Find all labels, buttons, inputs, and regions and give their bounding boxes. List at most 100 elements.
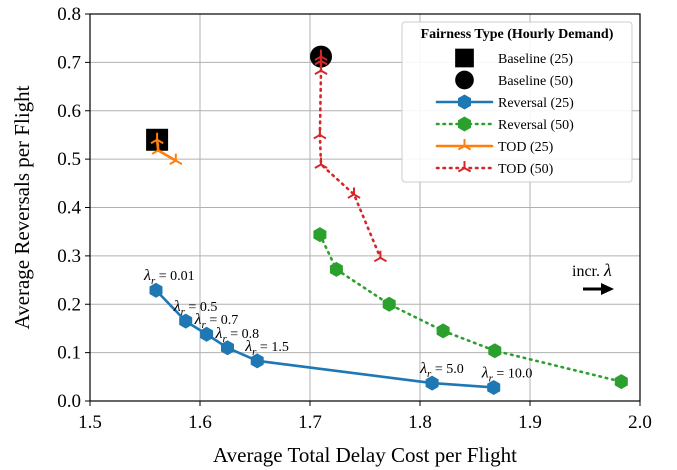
data-point <box>487 379 501 395</box>
y-tick-label: 0.7 <box>57 52 81 73</box>
y-tick-label: 0.5 <box>57 149 81 170</box>
lambda-annotation: λr = 0.7 <box>194 311 239 331</box>
legend-label: TOD (25) <box>498 140 554 155</box>
y-tick-label: 0.3 <box>57 246 81 267</box>
data-point <box>314 63 328 75</box>
lambda-subscript: r <box>489 372 494 384</box>
increase-arrow-head <box>601 283 614 295</box>
series-line <box>318 55 382 260</box>
series-tod-50 <box>313 49 387 263</box>
x-tick-label: 1.9 <box>518 412 542 433</box>
x-tick-label: 1.5 <box>78 412 102 433</box>
lambda-subscript: r <box>202 319 207 331</box>
legend-title: Fairness Type (Hourly Demand) <box>421 27 614 42</box>
lambda-value: 5.0 <box>446 362 464 377</box>
data-point <box>179 313 193 329</box>
data-point <box>314 53 328 66</box>
lambda-subscript: r <box>151 275 156 287</box>
data-point <box>313 227 327 243</box>
lambda-subscript: r <box>181 306 186 318</box>
lambda-value: 1.5 <box>271 340 289 355</box>
lambda-symbol: λ <box>173 298 181 315</box>
increase-lambda-note: incr. λ <box>572 260 614 295</box>
legend-label: Baseline (25) <box>498 52 573 67</box>
data-point <box>458 94 471 110</box>
data-point <box>457 139 472 151</box>
legend-label: Reversal (50) <box>498 118 574 133</box>
data-point <box>455 70 474 90</box>
data-point <box>614 374 628 390</box>
lambda-annotation: λr = 5.0 <box>419 360 464 380</box>
legend-entry: Reversal (25) <box>435 94 574 111</box>
legend-entry: TOD (25) <box>435 139 554 155</box>
lambda-equals: = <box>155 269 170 284</box>
x-tick-label: 1.7 <box>298 412 322 433</box>
lambda-subscript: r <box>222 333 227 345</box>
data-point <box>457 161 472 173</box>
axis-ticks: 1.5 1.6 1.7 1.8 1.9 2.0 0.0 0.1 0.2 0.3 0.4 0.5 0.6 0… <box>57 4 652 433</box>
series-reversal-25 <box>149 282 501 395</box>
legend-label: Reversal (25) <box>498 96 574 111</box>
lambda-equals: = <box>256 340 271 355</box>
data-point <box>149 282 163 298</box>
lambda-annotation: λr = 0.01 <box>143 267 195 287</box>
series-layer <box>146 45 628 395</box>
lambda-symbol: λ <box>481 364 489 381</box>
lambda-annotation: λr = 0.5 <box>173 298 218 318</box>
y-axis-label: Average Reversals per Flight <box>10 85 34 329</box>
lambda-value: 0.8 <box>242 327 260 342</box>
lambda-equals: = <box>431 362 446 377</box>
data-point <box>221 340 234 356</box>
data-point <box>250 353 264 369</box>
increase-label: incr. λ <box>572 260 612 280</box>
increase-text: incr. <box>572 263 604 280</box>
lambda-symbol: λ <box>215 325 223 342</box>
y-tick-label: 0.6 <box>57 101 81 122</box>
legend: Fairness Type (Hourly Demand) Baseline (… <box>401 21 633 183</box>
lambda-equals: = <box>227 327 242 342</box>
lambda-value: 10.0 <box>508 366 533 381</box>
increase-lambda: λ <box>603 260 612 280</box>
lambda-symbol: λ <box>194 311 202 328</box>
data-point <box>347 187 361 199</box>
legend-label: TOD (50) <box>498 162 554 177</box>
data-point <box>150 132 164 145</box>
x-tick-label: 2.0 <box>628 412 652 433</box>
lambda-annotation: λr = 10.0 <box>481 364 533 384</box>
data-point <box>458 116 471 132</box>
series-line <box>318 233 623 383</box>
series-tod-25 <box>150 132 183 165</box>
lambda-annotation: λr = 0.8 <box>215 325 260 345</box>
y-tick-label: 0.0 <box>57 391 81 412</box>
x-tick-label: 1.8 <box>408 412 432 433</box>
data-point <box>488 343 502 359</box>
data-point <box>436 323 450 339</box>
data-point <box>382 296 396 312</box>
x-tick-label: 1.6 <box>188 412 212 433</box>
legend-entry: Baseline (25) <box>455 48 573 68</box>
lambda-symbol: λ <box>244 338 252 355</box>
data-point <box>455 48 474 68</box>
lambda-equals: = <box>206 313 221 328</box>
data-point <box>151 143 165 155</box>
lambda-equals: = <box>185 300 200 315</box>
lambda-value: 0.7 <box>221 313 239 328</box>
lambda-subscript: r <box>427 368 432 380</box>
lambda-annotation: λr = 1.5 <box>244 338 289 358</box>
y-tick-label: 0.1 <box>57 343 81 364</box>
series-reversal-50 <box>313 227 628 390</box>
data-point <box>313 127 327 140</box>
data-point <box>314 157 328 169</box>
data-point <box>425 375 439 391</box>
lambda-equals: = <box>493 366 508 381</box>
legend-entry: Baseline (50) <box>455 70 573 90</box>
y-tick-label: 0.4 <box>57 198 81 219</box>
lambda-symbol: λ <box>143 267 151 284</box>
lambda-symbol: λ <box>419 360 427 377</box>
lambda-subscript: r <box>252 346 257 358</box>
x-axis-label: Average Total Delay Cost per Flight <box>213 443 517 467</box>
legend-entry: TOD (50) <box>435 161 554 177</box>
data-point <box>200 326 214 342</box>
